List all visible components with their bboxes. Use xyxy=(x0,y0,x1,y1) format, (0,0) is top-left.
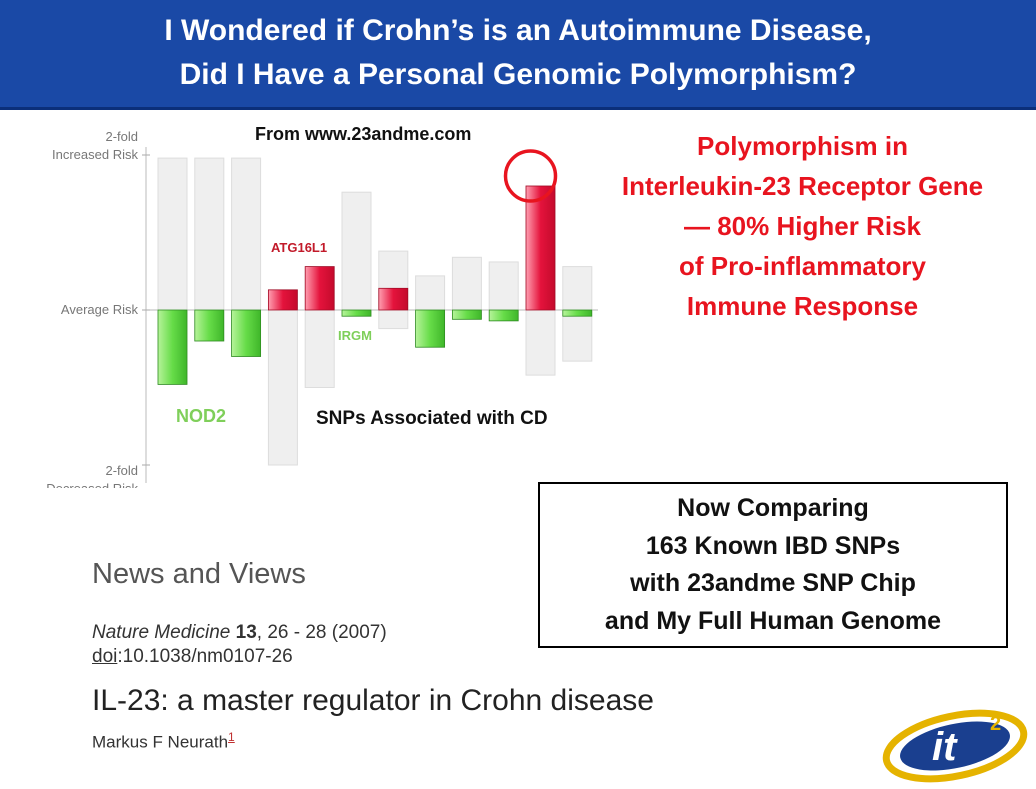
snp-label-atg16l1: ATG16L1 xyxy=(271,240,327,255)
value-bar xyxy=(194,309,225,342)
value-bar xyxy=(304,266,335,311)
citation: Nature Medicine 13, 26 - 28 (2007) xyxy=(92,622,387,644)
callout-line: of Pro-inflammatory xyxy=(678,251,927,281)
value-bar xyxy=(525,185,556,311)
doi-value: :10.1038/nm0107-26 xyxy=(117,646,293,667)
il23r-callout: Polymorphism in Interleukin-23 Receptor … xyxy=(560,126,1036,326)
range-bar xyxy=(451,256,482,320)
article-title: IL-23: a master regulator in Crohn disea… xyxy=(92,684,654,717)
y-tick-label: 2-fold xyxy=(105,463,138,478)
value-bar xyxy=(378,287,409,311)
callout-line: — 80% Higher Risk xyxy=(684,211,921,241)
snp-label-nod2: NOD2 xyxy=(176,406,226,426)
y-tick-label: Average Risk xyxy=(61,302,139,317)
value-bar xyxy=(415,309,446,348)
y-tick-label: Increased Risk xyxy=(52,147,138,162)
range-bar xyxy=(341,191,372,317)
risk-chart: 2-fold Increased Risk Average Risk 2-fold De… xyxy=(20,128,620,496)
callout-line: Interleukin-23 Receptor Gene xyxy=(621,171,984,201)
y-tick-label: Decreased Risk xyxy=(46,481,138,488)
comparison-line: and My Full Human Genome xyxy=(604,606,942,635)
author-ref-link[interactable]: 1 xyxy=(228,730,235,744)
comparison-line: Now Comparing xyxy=(677,494,869,522)
doi-line: doi:10.1038/nm0107-26 xyxy=(92,646,293,668)
author-name: Markus F Neurath xyxy=(92,732,229,752)
risk-chart-svg: 2-fold Increased Risk Average Risk 2-fold De… xyxy=(46,129,598,496)
it2-logo: it 2 xyxy=(880,700,1030,784)
range-bar xyxy=(267,289,298,466)
value-bar xyxy=(451,309,482,320)
comparison-line: with 23andme SNP Chip xyxy=(630,569,916,597)
journal-pages: , 26 - 28 (2007) xyxy=(256,622,387,643)
value-bar xyxy=(341,309,372,317)
callout-line: Polymorphism in xyxy=(697,131,908,161)
comparison-line: 163 Known IBD SNPs xyxy=(645,531,901,560)
title-line-2: Did I Have a Personal Genomic Polymorphi… xyxy=(179,58,857,91)
y-tick-label: 2-fold xyxy=(105,129,138,144)
logo-text: it xyxy=(932,725,958,769)
value-bar xyxy=(488,309,519,322)
value-bar xyxy=(267,289,298,311)
doi-link[interactable]: doi xyxy=(92,646,118,667)
author-line: Markus F Neurath1 xyxy=(92,730,235,753)
value-bar xyxy=(157,309,188,385)
journal-volume: 13 xyxy=(235,622,257,643)
logo-superscript: 2 xyxy=(990,713,1001,735)
section-heading: News and Views xyxy=(92,558,306,590)
callout-line: Immune Response xyxy=(686,291,919,321)
snp-label-irgm: IRGM xyxy=(338,328,372,343)
highlight-circle xyxy=(503,149,558,203)
chart-caption: SNPs Associated with CD xyxy=(316,408,548,429)
it2-logo-icon: it 2 xyxy=(882,709,1028,783)
journal-name: Nature Medicine xyxy=(92,622,231,643)
title-banner: I Wondered if Crohn’s is an Autoimmune D… xyxy=(0,0,1036,110)
comparison-box: Now Comparing 163 Known IBD SNPs with 23… xyxy=(538,482,1008,648)
source-note: From www.23andme.com xyxy=(255,124,472,144)
value-bar xyxy=(562,309,593,317)
value-bar xyxy=(231,309,262,357)
title-line-1: I Wondered if Crohn’s is an Autoimmune D… xyxy=(164,14,872,47)
